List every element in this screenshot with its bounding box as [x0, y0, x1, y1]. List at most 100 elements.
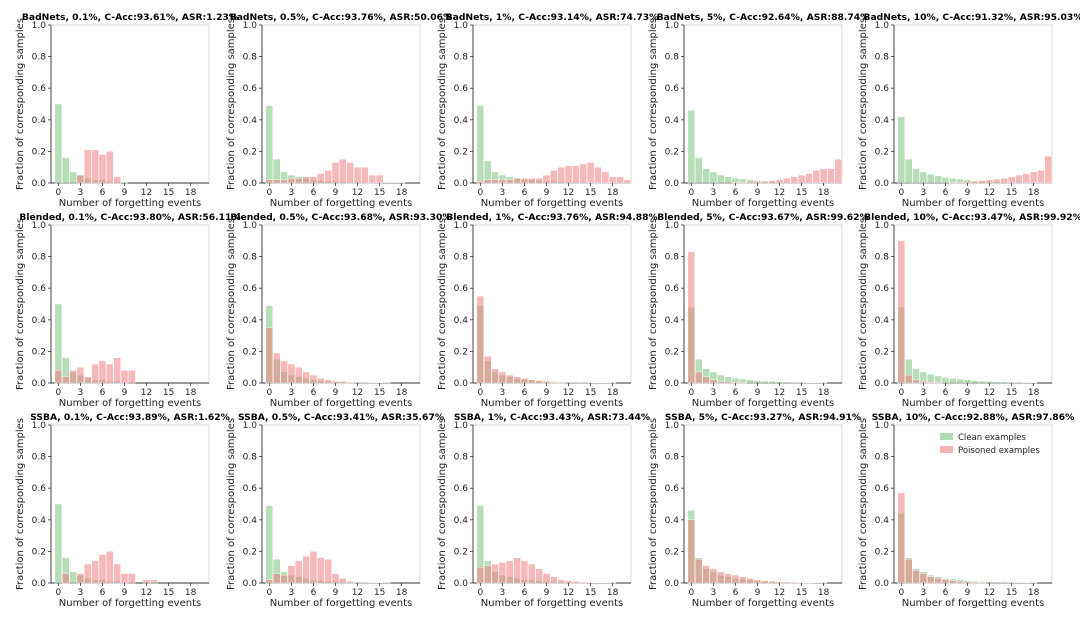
y-tick-label: 0.6 — [32, 284, 47, 294]
y-tick-label: 0.6 — [454, 84, 469, 94]
x-tick-label: 15 — [585, 388, 596, 398]
x-tick-label: 3 — [711, 188, 717, 198]
poisoned-bar — [273, 352, 281, 384]
x-tick-label: 3 — [921, 588, 927, 598]
poisoned-bar — [361, 166, 369, 184]
poisoned-bar — [476, 567, 485, 584]
x-axis-label: Number of forgetting events — [481, 398, 623, 409]
y-tick-label: 0.2 — [665, 347, 679, 357]
x-tick-label: 0 — [266, 388, 272, 398]
poisoned-bar — [84, 149, 92, 184]
x-tick-label: 12 — [352, 188, 363, 198]
poisoned-bar — [76, 367, 85, 384]
poisoned-bar — [491, 179, 499, 184]
y-tick-label: 0.4 — [875, 516, 890, 526]
clean-bar — [927, 374, 935, 384]
x-tick-label: 6 — [733, 588, 739, 598]
poisoned-bar — [601, 171, 609, 184]
clean-bar — [361, 582, 369, 584]
y-axis-label: Fraction of corresponding samples — [648, 218, 659, 390]
subplot-title: Blended, 0.5%, C-Acc:93.68%, ASR:93.30% — [230, 212, 451, 223]
y-tick-label: 0.4 — [454, 516, 469, 526]
subplot-title: SSBA, 5%, C-Acc:93.27%, ASR:94.91% — [665, 412, 861, 423]
axes-frame — [472, 224, 632, 384]
x-tick-label: 6 — [943, 588, 949, 598]
poisoned-bar — [753, 579, 762, 584]
x-tick-label: 9 — [333, 188, 339, 198]
poisoned-bar — [520, 178, 529, 184]
poisoned-bar — [339, 578, 347, 584]
x-axis-label: Number of forgetting events — [902, 398, 1044, 409]
x-tick-label: 0 — [477, 388, 483, 398]
x-axis-label: Number of forgetting events — [59, 598, 201, 609]
x-tick-label: 3 — [78, 388, 84, 398]
y-tick-label: 0.4 — [454, 116, 469, 126]
clean-bar — [695, 157, 703, 184]
y-tick-label: 0.6 — [32, 84, 47, 94]
x-tick-label: 18 — [607, 588, 619, 598]
y-tick-label: 0.0 — [454, 179, 469, 189]
poisoned-bar — [128, 573, 136, 584]
x-tick-label: 15 — [374, 188, 385, 198]
poisoned-bar — [934, 382, 942, 384]
x-axis-label: Number of forgetting events — [692, 598, 834, 609]
y-tick-label: 0.0 — [665, 579, 680, 589]
y-tick-label: 1.0 — [454, 221, 469, 231]
poisoned-bar — [309, 176, 318, 184]
poisoned-bar — [142, 579, 151, 584]
x-tick-label: 12 — [563, 388, 574, 398]
y-tick-label: 0.8 — [875, 253, 890, 263]
poisoned-bar — [528, 563, 536, 584]
x-axis-label: Number of forgetting events — [481, 198, 623, 209]
poisoned-bar — [775, 179, 784, 184]
subplot-title: BadNets, 10%, C-Acc:91.32%, ASR:95.03% — [863, 12, 1080, 23]
poisoned-bar — [84, 376, 92, 384]
poisoned-bar — [608, 176, 617, 184]
clean-bar — [797, 382, 806, 384]
y-tick-label: 0.8 — [875, 453, 890, 463]
clean-bar — [687, 110, 696, 184]
poisoned-bar — [535, 380, 543, 384]
y-tick-label: 0.0 — [243, 379, 258, 389]
poisoned-bar — [919, 381, 928, 384]
poisoned-bar — [113, 563, 121, 584]
y-tick-label: 0.2 — [32, 347, 46, 357]
subplot-8: Blended, 1%, C-Acc:93.76%, ASR:94.88% 0.0… — [437, 212, 658, 409]
poisoned-bar — [550, 576, 558, 584]
x-tick-label: 6 — [100, 588, 106, 598]
y-tick-label: 0.6 — [665, 284, 680, 294]
axes-frame — [472, 24, 632, 184]
subplot-title: SSBA, 10%, C-Acc:92.88%, ASR:97.86% — [872, 412, 1075, 423]
x-tick-label: 12 — [984, 388, 995, 398]
subplot-title: SSBA, 0.1%, C-Acc:93.89%, ASR:1.62% — [30, 412, 230, 423]
poisoned-bar — [339, 381, 347, 384]
poisoned-bar — [724, 381, 732, 384]
poisoned-bar — [731, 574, 740, 584]
axes-frame — [50, 24, 210, 184]
y-tick-label: 1.0 — [665, 221, 680, 231]
poisoned-bar — [491, 368, 499, 384]
y-tick-label: 0.2 — [243, 147, 257, 157]
clean-bar — [746, 379, 754, 384]
poisoned-bar — [528, 178, 536, 184]
x-axis-label: Number of forgetting events — [902, 598, 1044, 609]
y-tick-label: 1.0 — [243, 221, 258, 231]
poisoned-bar — [346, 162, 354, 184]
clean-bar — [564, 381, 573, 384]
poisoned-bar — [1029, 171, 1038, 184]
poisoned-bar — [1007, 176, 1016, 184]
clean-bar — [1007, 382, 1016, 384]
y-tick-label: 1.0 — [32, 221, 47, 231]
clean-bar — [934, 175, 942, 184]
x-tick-label: 12 — [563, 588, 574, 598]
poisoned-bar — [120, 370, 129, 384]
y-tick-label: 0.8 — [454, 53, 469, 63]
poisoned-bar — [557, 382, 565, 384]
x-tick-label: 12 — [141, 188, 152, 198]
x-tick-label: 15 — [163, 388, 174, 398]
poisoned-bar — [506, 179, 514, 184]
y-tick-label: 0.2 — [875, 547, 889, 557]
poisoned-bar — [309, 551, 318, 584]
y-tick-label: 1.0 — [32, 21, 47, 31]
poisoned-bar — [265, 327, 274, 384]
